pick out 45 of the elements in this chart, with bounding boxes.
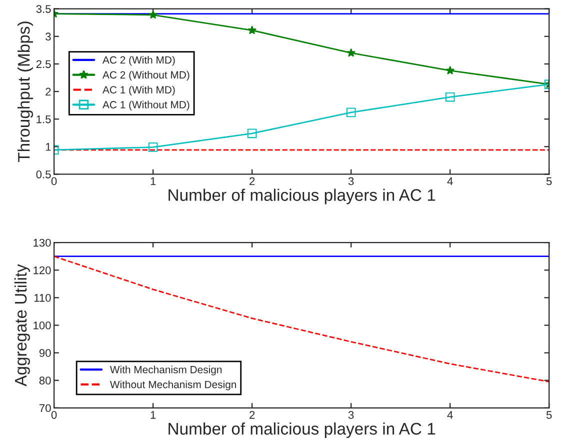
legend-label: AC 1 (Without MD) — [102, 100, 190, 110]
point — [247, 128, 257, 138]
y-tick-label: 80 — [39, 376, 51, 384]
x-tick-label: 2 — [250, 410, 255, 419]
x-tick-label: 1 — [150, 411, 156, 419]
y-tick-label: 3.5 — [36, 5, 51, 13]
y-tick-label: 110 — [34, 294, 51, 302]
point — [248, 26, 257, 34]
y-tick-label: 90 — [39, 349, 51, 357]
y-tick-label: 1 — [46, 143, 51, 151]
y-tick-label: 2.5 — [36, 60, 51, 68]
x-tick-label: 5 — [546, 411, 552, 419]
x-tick-label: 5 — [546, 177, 552, 186]
x-tick-label: 4 — [447, 411, 453, 419]
y-tick-label: 130 — [34, 238, 51, 247]
x-tick-label: 4 — [447, 177, 453, 186]
x-tick-label: 3 — [348, 177, 354, 186]
point — [446, 66, 455, 74]
x-axis-title: Number of malicious players in AC 1 — [168, 422, 436, 438]
x-tick-label: 3 — [348, 410, 354, 419]
point — [346, 108, 356, 118]
y-tick-label: 100 — [34, 322, 51, 330]
y-tick-label: 0.5 — [36, 170, 51, 178]
y-tick-label: 2 — [46, 88, 51, 96]
point — [148, 10, 158, 19]
legend-label: AC 1 (With MD) — [102, 86, 175, 96]
legend-label: AC 2 (With MD) — [102, 56, 175, 66]
y-tick-label: 70 — [39, 404, 51, 412]
point — [346, 48, 356, 57]
point — [148, 142, 158, 152]
x-tick-label: 0 — [51, 177, 57, 186]
x-tick-label: 0 — [51, 410, 57, 419]
legend-label: With Mechanism Design — [110, 366, 222, 376]
y-tick-label: 1.5 — [36, 115, 51, 124]
x-axis-title: Number of malicious players in AC 1 — [168, 188, 436, 204]
legend-label: AC 2 (Without MD) — [102, 70, 190, 81]
y-tick-label: 120 — [34, 266, 51, 274]
line-series — [54, 256, 550, 382]
point — [445, 92, 455, 102]
x-tick-label: 2 — [250, 177, 255, 186]
y-axis-title: Throughput (Mbps) — [18, 22, 34, 162]
y-tick-label: 3 — [46, 32, 51, 41]
x-tick-label: 1 — [150, 177, 156, 186]
legend-label: Without Mechanism Design — [110, 380, 236, 390]
y-axis-title: Aggregate Utility — [14, 264, 30, 386]
